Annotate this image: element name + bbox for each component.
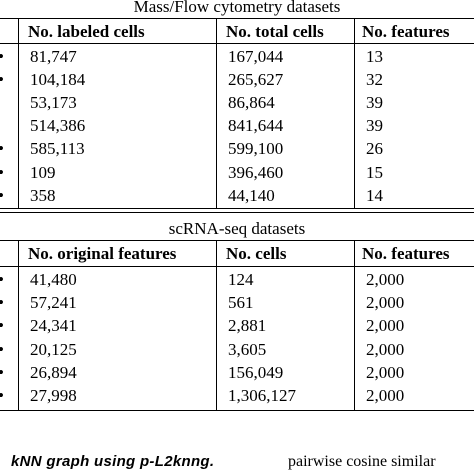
table2-header-original-features: No. original features bbox=[28, 244, 177, 263]
table2-title: scRNA-seq datasets bbox=[168, 219, 306, 238]
cell-col1: 53,173 bbox=[30, 93, 77, 113]
cell-col2: 86,864 bbox=[228, 93, 275, 113]
cell-col3: 39 bbox=[366, 93, 383, 113]
cell-col1: 41,480 bbox=[30, 270, 77, 289]
cell-col3: 15 bbox=[366, 162, 383, 182]
table1-header-labeled-cells: No. labeled cells bbox=[28, 22, 145, 41]
caption-method-text: kNN graph using p-L2knng. bbox=[11, 453, 215, 470]
table1-vline-1 bbox=[18, 18, 19, 208]
cell-col1: 585,113 bbox=[30, 139, 85, 159]
table2-header-rule bbox=[0, 266, 474, 267]
cell-col3: 2,000 bbox=[366, 270, 405, 289]
cell-col1: 358 bbox=[30, 185, 56, 205]
caption-description-text: pairwise cosine similar bbox=[288, 453, 436, 470]
cell-col2: 1,306,127 bbox=[228, 386, 296, 405]
row-marker: • bbox=[0, 316, 4, 335]
cell-col1: 109 bbox=[30, 162, 56, 182]
cell-col3: 2,000 bbox=[366, 386, 405, 405]
cell-col3: 26 bbox=[366, 139, 383, 159]
table1-header-features: No. features bbox=[362, 22, 450, 41]
table2-vline-1 bbox=[18, 240, 19, 410]
cell-col2: 44,140 bbox=[228, 185, 275, 205]
cell-col2: 156,049 bbox=[228, 362, 284, 382]
row-marker: • bbox=[0, 70, 4, 89]
table2-bottom-rule bbox=[0, 410, 474, 411]
table-separator-rule bbox=[0, 212, 474, 213]
cell-col3: 2,000 bbox=[366, 362, 405, 382]
cell-col2: 599,100 bbox=[228, 139, 284, 159]
cell-col2: 167,044 bbox=[228, 47, 284, 66]
table1-bottom-rule bbox=[0, 208, 474, 209]
cell-col2: 265,627 bbox=[228, 70, 284, 90]
cell-col1: 24,341 bbox=[30, 316, 77, 336]
table1-title: Mass/Flow cytometry datasets bbox=[133, 0, 341, 16]
cell-col3: 2,000 bbox=[366, 339, 405, 359]
row-marker: • bbox=[0, 340, 4, 359]
row-marker: • bbox=[0, 386, 4, 405]
table1-header-total-cells: No. total cells bbox=[226, 22, 324, 41]
table2-vline-2 bbox=[216, 240, 217, 410]
table2-vline-3 bbox=[354, 240, 355, 410]
row-marker: • bbox=[0, 139, 4, 158]
row-marker: • bbox=[0, 270, 4, 289]
cell-col2: 396,460 bbox=[228, 162, 284, 182]
table2-header-features: No. features bbox=[362, 244, 450, 263]
cell-col3: 2,000 bbox=[366, 293, 405, 313]
cell-col1: 81,747 bbox=[30, 47, 77, 66]
cell-col2: 841,644 bbox=[228, 116, 284, 136]
table1-header-rule bbox=[0, 43, 474, 44]
table1-vline-2 bbox=[216, 18, 217, 208]
cell-col1: 104,184 bbox=[30, 70, 86, 90]
cell-col1: 514,386 bbox=[30, 116, 86, 136]
row-marker: • bbox=[0, 186, 4, 205]
row-marker: • bbox=[0, 163, 4, 182]
row-marker: • bbox=[0, 363, 4, 382]
cell-col2: 124 bbox=[228, 270, 254, 289]
table2-header-cells: No. cells bbox=[226, 244, 287, 263]
cell-col3: 32 bbox=[366, 70, 383, 90]
cell-col3: 14 bbox=[366, 185, 383, 205]
cell-col2: 3,605 bbox=[228, 339, 267, 359]
cell-col1: 20,125 bbox=[30, 339, 77, 359]
row-marker: • bbox=[0, 47, 4, 66]
table2-top-rule bbox=[0, 240, 474, 241]
cell-col1: 57,241 bbox=[30, 293, 77, 313]
table1-top-rule bbox=[0, 18, 474, 19]
cell-col1: 26,894 bbox=[30, 362, 77, 382]
row-marker: • bbox=[0, 293, 4, 312]
cell-col3: 13 bbox=[366, 47, 383, 66]
cell-col2: 561 bbox=[228, 293, 254, 313]
cell-col1: 27,998 bbox=[30, 386, 77, 405]
cell-col3: 39 bbox=[366, 116, 383, 136]
cell-col2: 2,881 bbox=[228, 316, 267, 336]
cell-col3: 2,000 bbox=[366, 316, 405, 336]
table1-vline-3 bbox=[354, 18, 355, 208]
